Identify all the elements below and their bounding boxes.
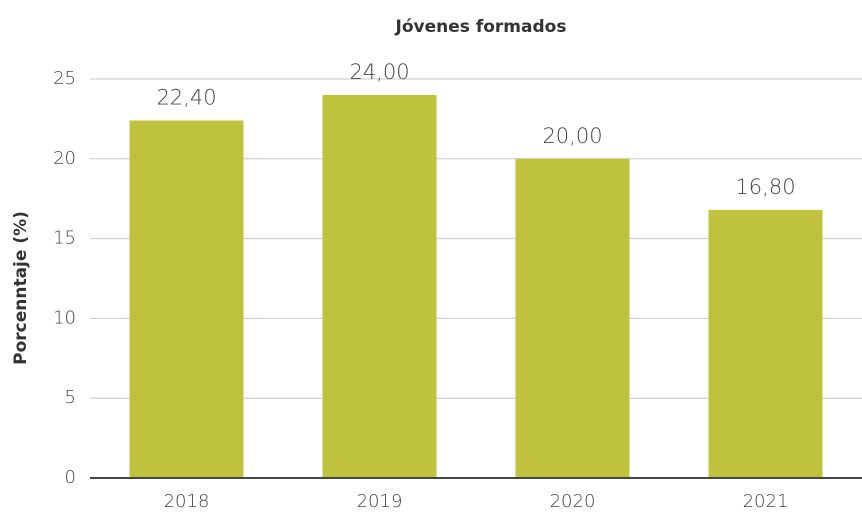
- x-tick-label: 2018: [164, 491, 210, 512]
- y-tick-label: 20: [53, 148, 76, 169]
- x-tick-label: 2021: [743, 491, 789, 512]
- value-label: 20,00: [542, 124, 602, 148]
- y-tick-label: 10: [53, 307, 76, 328]
- y-tick-label: 0: [65, 467, 76, 488]
- y-axis-label: Porcenntaje (%): [11, 211, 31, 365]
- x-tick-label: 2020: [550, 491, 596, 512]
- value-label: 22,40: [156, 85, 216, 109]
- bar: [129, 120, 244, 478]
- x-tick-label: 2019: [357, 491, 403, 512]
- value-label: 24,00: [349, 60, 409, 84]
- bar: [322, 94, 437, 479]
- chart-title: Jóvenes formados: [395, 17, 567, 37]
- y-tick-label: 25: [53, 68, 76, 89]
- bar: [708, 209, 823, 478]
- value-label: 16,80: [735, 175, 795, 199]
- y-tick-label: 15: [53, 228, 76, 249]
- y-tick-label: 5: [65, 387, 76, 408]
- bar: [515, 158, 630, 479]
